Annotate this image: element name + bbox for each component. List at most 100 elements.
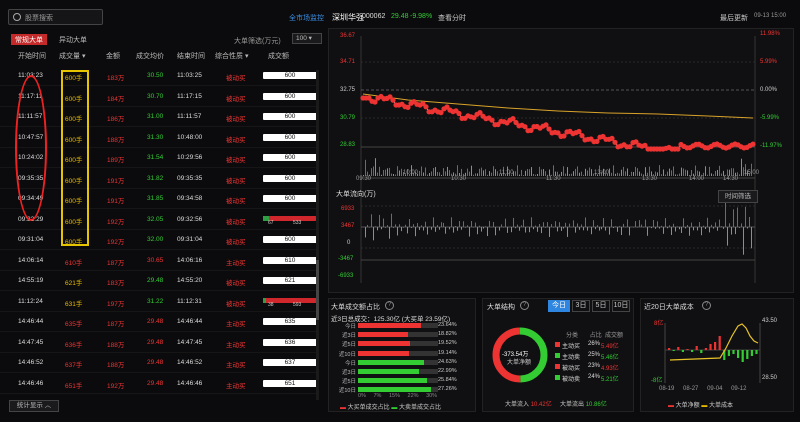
tab-10days[interactable]: 10日 [612, 300, 630, 312]
table-row[interactable]: 14:55:19 621手 183万 29.48 14:55:20 被动买 621 [0, 271, 318, 291]
flow-bar [657, 221, 658, 227]
table-row[interactable]: 09:35:35 600手 191万 31.82 09:35:35 被动买 600 [0, 169, 318, 189]
col-start-time[interactable]: 开始时间 [18, 53, 46, 60]
table-row[interactable]: 14:46:46 651手 192万 29.48 14:46:46 主动买 651 [0, 374, 318, 394]
volume-bar [547, 174, 548, 176]
pct-y-tick: -11.97% [760, 143, 782, 149]
volume-bar [591, 169, 592, 176]
flow-bar [577, 223, 578, 227]
price-point [456, 110, 462, 117]
bar-value: 600 [263, 154, 317, 161]
flow-bar [525, 227, 526, 233]
stock-price: 29.48 [391, 13, 409, 20]
cell-avg: 31.22 [147, 297, 164, 305]
tab-today[interactable]: 今日 [548, 300, 570, 312]
volume-bar [393, 174, 394, 176]
market-monitor-link[interactable]: 全市场监控 [289, 15, 324, 22]
table-row[interactable]: 10:47:57 600手 188万 31.30 10:48:00 被动买 600 [0, 128, 318, 148]
help-icon[interactable]: ? [385, 301, 394, 310]
bar-value: 637 [263, 359, 317, 366]
volume-bar [471, 165, 472, 176]
tab-abnormal-orders[interactable]: 异动大单 [59, 37, 87, 44]
flow-bar [463, 221, 464, 227]
x-tick: 13:00 [594, 170, 610, 176]
inflow-label: 大单流入 10.42亿 [505, 402, 552, 408]
flow-bar [651, 227, 652, 229]
col-amount[interactable]: 金额 [106, 53, 120, 60]
price-point [546, 126, 552, 132]
table-row[interactable]: 14:46:52 637手 188万 29.48 14:46:52 主动买 637 [0, 353, 318, 373]
cell-avg: 29.48 [147, 359, 164, 366]
table-row[interactable]: 14:46:44 635手 187万 29.48 14:46:44 主动买 635 [0, 312, 318, 332]
ratio-bar [358, 378, 427, 384]
cell-amount: 188万 [107, 341, 125, 349]
volume-bar [395, 174, 396, 176]
cell-volume: 621手 [65, 280, 83, 287]
volume-bar [709, 166, 710, 176]
flow-bar [499, 227, 500, 231]
table-row[interactable]: 09:34:49 600手 191万 31.85 09:34:58 被动买 600 [0, 189, 318, 209]
tab-regular-orders[interactable]: 常规大单 [11, 34, 47, 45]
time-filter-button[interactable]: 时间筛选 [718, 190, 758, 203]
cell-avg: 29.48 [147, 338, 164, 346]
flow-bar [665, 218, 666, 227]
flow-bar [479, 225, 480, 227]
col-avg-price[interactable]: 成交均价 [136, 53, 164, 60]
cell-start: 14:46:44 [18, 318, 44, 325]
flow-bar [673, 223, 674, 227]
flow-y-tick: 3467 [341, 223, 355, 229]
volume-bar [535, 174, 536, 176]
col-type[interactable]: 综合性质 ▾ [215, 53, 249, 60]
tab-5days[interactable]: 5日 [592, 300, 610, 312]
cell-end: 14:46:52 [177, 359, 203, 366]
volume-bar [725, 174, 726, 176]
flow-bar [459, 221, 460, 227]
table-row[interactable]: 11:11:57 600手 186万 31.00 11:11:57 被动买 600 [0, 107, 318, 127]
cell-amount: 184万 [107, 95, 125, 103]
table-row[interactable]: 09:31:04 600手 192万 32.00 09:31:04 被动买 600 [0, 230, 318, 250]
flow-bar [391, 213, 392, 227]
volume-bar [457, 165, 458, 176]
structure-item-pct: 24% [588, 374, 601, 380]
cell-avg: 31.82 [147, 174, 164, 182]
tab-3days[interactable]: 3日 [572, 300, 590, 312]
table-row[interactable]: 11:12:24 631手 197万 31.22 11:12:31 被动买 38… [0, 292, 318, 312]
table-row[interactable]: 11:03:23 600手 183万 30.50 11:03:25 被动买 600 [0, 66, 318, 86]
volume-bar [573, 171, 574, 176]
flow-bar [695, 226, 696, 227]
table-row[interactable]: 11:17:11 600手 184万 30.70 11:17:15 被动买 600 [0, 87, 318, 107]
view-timeshare-link[interactable]: 查看分时 [438, 15, 466, 22]
table-scrollbar[interactable] [316, 70, 319, 400]
col-end-time[interactable]: 结束时间 [177, 53, 205, 60]
flow-bar [409, 219, 410, 227]
search-box[interactable]: 股票搜索 [8, 9, 103, 25]
cost-panel [640, 298, 794, 412]
help-icon[interactable]: ? [702, 301, 711, 310]
ratio-pct: 19.14% [438, 349, 457, 356]
filter-select[interactable]: 100 ▾ [292, 33, 322, 44]
structure-item-name: 被动卖 [562, 377, 581, 383]
cost-y-tick: 43.50 [762, 318, 778, 324]
table-row[interactable]: 14:06:14 610手 187万 30.65 14:06:16 主动买 610 [0, 251, 318, 271]
flow-bar [621, 227, 622, 235]
volume-bar [607, 173, 608, 176]
table-row[interactable]: 10:24:02 600手 189万 31.54 10:29:56 被动买 600 [0, 148, 318, 168]
flow-y-tick: -6933 [338, 273, 354, 279]
flow-bar [393, 227, 394, 228]
volume-bar [635, 166, 636, 176]
volume-bar [417, 173, 418, 176]
structure-item-value: 4.93亿 [601, 366, 619, 372]
volume-bar [449, 170, 450, 176]
col-volume[interactable]: 成交量 ▾ [59, 53, 86, 60]
volume-bar [743, 167, 744, 176]
col-turnover[interactable]: 成交额 [268, 53, 289, 60]
flow-bar [609, 227, 610, 235]
volume-bar [463, 173, 464, 176]
table-row[interactable]: 09:32:29 600手 192万 32.05 09:32:56 被动买 67… [0, 210, 318, 230]
cell-end: 11:03:25 [177, 72, 202, 79]
volume-bar [467, 168, 468, 176]
stats-display-button[interactable]: 统计显示 ︿ [9, 400, 59, 412]
ratio-pct: 23.64% [438, 322, 457, 328]
table-row[interactable]: 14:47:45 636手 188万 29.48 14:47:45 主动买 636 [0, 333, 318, 353]
help-icon[interactable]: ? [520, 301, 529, 310]
